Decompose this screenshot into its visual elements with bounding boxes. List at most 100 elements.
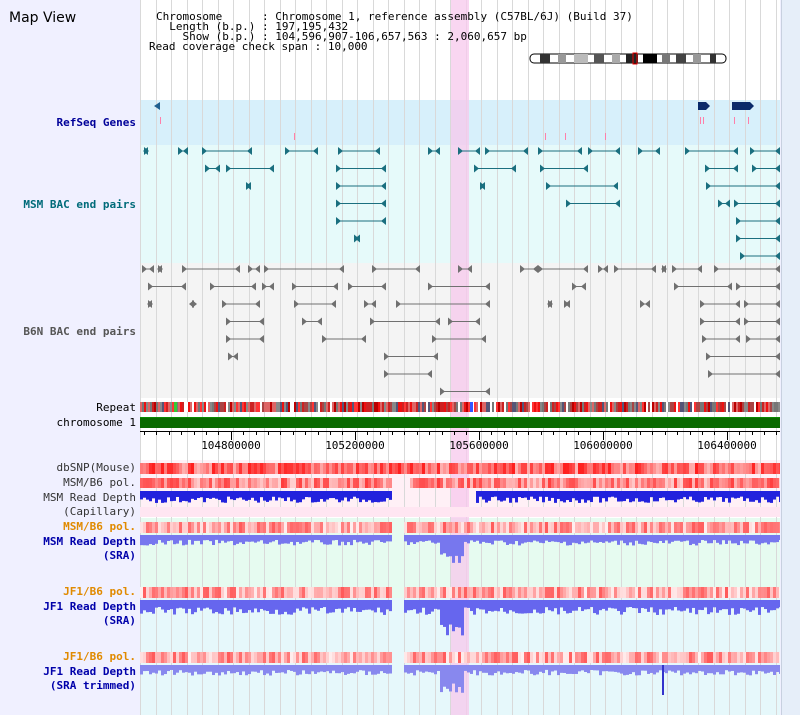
read-depth-bar bbox=[587, 665, 590, 674]
read-depth-bar bbox=[446, 535, 449, 557]
genome-view-panel[interactable]: Chromosome : Chromosome 1, reference ass… bbox=[140, 0, 780, 715]
read-depth-bar bbox=[773, 491, 776, 500]
polymorphism-cell bbox=[428, 478, 431, 488]
read-depth-bar bbox=[218, 535, 221, 544]
polymorphism-cell bbox=[221, 587, 224, 598]
polymorphism-cell bbox=[704, 652, 707, 663]
msm-bac-end-pairs-label[interactable]: MSM BAC end pairs bbox=[23, 198, 136, 211]
read-depth-bar bbox=[332, 491, 335, 499]
repeat-element bbox=[388, 402, 390, 412]
chromosome-bar[interactable] bbox=[140, 417, 780, 428]
jf1-read-depth-trimmed-label[interactable]: JF1 Read Depth (SRA trimmed) bbox=[43, 665, 136, 692]
polymorphism-cell bbox=[686, 522, 689, 533]
polymorphism-depth-tracks[interactable] bbox=[140, 460, 780, 715]
repeat-element bbox=[444, 402, 446, 412]
grid-line bbox=[280, 0, 281, 715]
msm-read-depth-capillary-label[interactable]: MSM Read Depth (Capillary) bbox=[43, 491, 136, 518]
read-depth-bar bbox=[389, 491, 392, 500]
polymorphism-cell bbox=[347, 463, 350, 474]
repeat-track[interactable] bbox=[140, 402, 780, 412]
polymorphism-cell bbox=[563, 463, 566, 474]
b6n-bac-end-pairs-track[interactable] bbox=[140, 263, 780, 398]
read-depth-bar bbox=[182, 535, 185, 546]
polymorphism-cell bbox=[695, 652, 698, 663]
bac-end-arrow bbox=[226, 164, 231, 173]
polymorphism-cell bbox=[146, 652, 149, 663]
polymorphism-cell bbox=[323, 652, 326, 663]
repeat-element bbox=[166, 402, 168, 412]
grid-line bbox=[156, 0, 157, 715]
polymorphism-cell bbox=[704, 478, 707, 488]
read-depth-bar bbox=[209, 600, 212, 610]
polymorphism-cell bbox=[536, 652, 539, 663]
dbsnp-label[interactable]: dbSNP(Mouse) bbox=[56, 461, 136, 474]
msm-read-depth-sra-label[interactable]: MSM Read Depth (SRA) bbox=[43, 535, 136, 562]
bac-end-arrow bbox=[583, 265, 588, 273]
read-depth-bar bbox=[209, 535, 212, 542]
jf1-b6-pol-trimmed-label[interactable]: JF1/B6 pol. bbox=[63, 650, 136, 663]
right-scrollbar[interactable] bbox=[781, 0, 800, 715]
polymorphism-cell bbox=[314, 587, 317, 598]
read-depth-bar bbox=[596, 665, 599, 671]
jf1-read-depth-sra-label[interactable]: JF1 Read Depth (SRA) bbox=[43, 600, 136, 627]
read-depth-bar bbox=[314, 491, 317, 503]
read-depth-bar bbox=[434, 665, 437, 675]
refseq-genes-track[interactable] bbox=[140, 100, 780, 145]
polymorphism-cell bbox=[209, 478, 212, 488]
repeat-element bbox=[194, 402, 196, 412]
grid-line bbox=[264, 0, 265, 715]
msm-b6-pol-capillary-label[interactable]: MSM/B6 pol. bbox=[63, 476, 136, 489]
read-depth-bar bbox=[545, 535, 548, 541]
read-depth-bar bbox=[191, 535, 194, 545]
polymorphism-cell bbox=[524, 463, 527, 474]
read-depth-bar bbox=[269, 665, 272, 676]
read-depth-bar bbox=[452, 665, 455, 684]
read-depth-bar bbox=[365, 665, 368, 676]
polymorphism-cell bbox=[179, 587, 182, 598]
polymorphism-cell bbox=[410, 522, 413, 533]
repeat-element bbox=[716, 402, 718, 412]
repeat-element bbox=[410, 402, 412, 412]
polymorphism-cell bbox=[722, 652, 725, 663]
grid-line bbox=[636, 0, 637, 715]
read-depth-bar bbox=[350, 535, 353, 546]
msm-b6-pol-sra-label[interactable]: MSM/B6 pol. bbox=[63, 520, 136, 533]
read-depth-bar bbox=[758, 665, 761, 671]
read-depth-bar bbox=[239, 600, 242, 610]
polymorphism-cell bbox=[770, 478, 773, 488]
polymorphism-cell bbox=[653, 463, 656, 474]
read-depth-bar bbox=[440, 600, 443, 625]
polymorphism-cell bbox=[491, 587, 494, 598]
polymorphism-cell bbox=[275, 587, 278, 598]
polymorphism-cell bbox=[281, 463, 284, 474]
read-depth-bar bbox=[542, 665, 545, 674]
read-depth-bar bbox=[326, 491, 329, 500]
repeat-element bbox=[230, 402, 232, 412]
read-depth-bar bbox=[320, 491, 323, 500]
read-depth-bar bbox=[362, 535, 365, 544]
polymorphism-cell bbox=[425, 587, 428, 598]
polymorphism-cell bbox=[647, 478, 650, 488]
msm-bac-end-pairs-track[interactable] bbox=[140, 145, 780, 263]
jf1-b6-pol-sra-label[interactable]: JF1/B6 pol. bbox=[63, 585, 136, 598]
read-depth-bar bbox=[740, 491, 743, 497]
polymorphism-cell bbox=[167, 522, 170, 533]
polymorphism-cell bbox=[362, 478, 365, 488]
chromosome-ideogram[interactable] bbox=[528, 52, 728, 66]
read-depth-bar bbox=[767, 535, 770, 545]
read-depth-bar bbox=[161, 491, 164, 503]
repeat-element bbox=[756, 402, 758, 412]
read-depth-bar bbox=[422, 535, 425, 542]
bac-end-arrow bbox=[292, 282, 297, 291]
polymorphism-cell bbox=[530, 463, 533, 474]
axis-minor-tick bbox=[640, 431, 641, 435]
refseq-genes-label[interactable]: RefSeq Genes bbox=[56, 116, 136, 129]
polymorphism-cell bbox=[272, 522, 275, 533]
repeat-element bbox=[504, 402, 506, 412]
repeat-element bbox=[772, 402, 774, 412]
b6n-bac-end-pairs-label[interactable]: B6N BAC end pairs bbox=[23, 325, 136, 338]
read-depth-bar bbox=[719, 535, 722, 545]
polymorphism-cell bbox=[167, 478, 170, 488]
bac-end-arrow bbox=[381, 282, 386, 291]
read-depth-bar bbox=[611, 491, 614, 497]
